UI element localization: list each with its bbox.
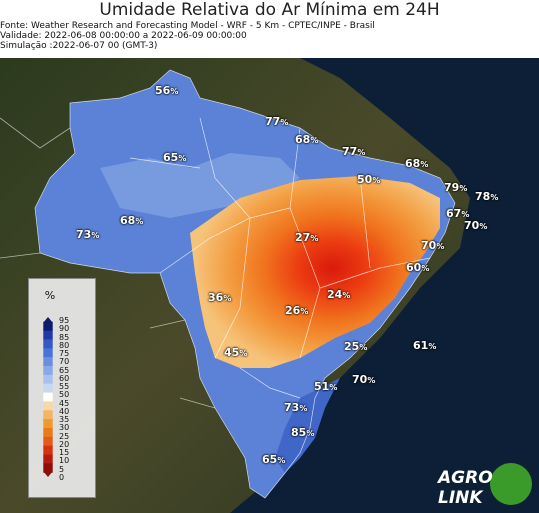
legend-tick-label: 15	[59, 448, 70, 458]
value-label: 27%	[295, 231, 319, 244]
value-label: 68%	[120, 214, 144, 227]
validity-line: Validade: 2022-06-08 00:00:00 a 2022-06-…	[0, 31, 247, 41]
value-label: 50%	[357, 173, 381, 186]
legend-arrow-bottom	[43, 471, 53, 477]
legend-tick-label: 95	[59, 316, 70, 325]
agrolink-logo: AGRO LINK	[438, 463, 539, 508]
legend-color-step	[43, 348, 53, 358]
legend-color-step	[43, 410, 53, 420]
legend-color-step	[43, 339, 53, 349]
legend-tick-label: 90	[59, 324, 70, 334]
legend-tick-label: 10	[59, 456, 70, 466]
legend-color-step	[43, 445, 53, 456]
value-label: 65%	[262, 453, 286, 466]
dry-heat-region	[190, 176, 440, 368]
map-canvas	[0, 58, 539, 513]
value-label: 25%	[344, 340, 368, 353]
southeast-humid	[275, 378, 340, 473]
legend-color-step	[43, 392, 53, 402]
value-label: 77%	[265, 115, 289, 128]
legend-tick-label: 40	[59, 406, 70, 416]
map-title: Umidade Relativa do Ar Mínima em 24H	[99, 0, 440, 20]
simulation-line: Simulação :2022-06-07 00 (GMT-3)	[0, 41, 158, 51]
value-label: 79%	[444, 181, 468, 194]
country-borders	[0, 117, 216, 409]
legend-tick-label: 25	[59, 431, 70, 441]
legend-color-step	[43, 357, 53, 367]
value-label: 60%	[406, 261, 430, 274]
colorbar-legend: % 95 90 85 80 75 70 65 60 55 50 45 40 35 30 25 20 15 10 5 0	[28, 278, 96, 498]
legend-color-step	[43, 383, 53, 394]
value-label: 70%	[352, 373, 376, 386]
legend-color-step	[43, 454, 53, 464]
value-label: 77%	[342, 145, 366, 158]
legend-tick-label: 55	[59, 382, 70, 392]
value-label: 73%	[76, 228, 100, 241]
legend-tick-label: 20	[59, 439, 70, 449]
value-label: 67%	[446, 207, 470, 220]
legend-tick-label: 0	[59, 472, 65, 482]
map-area: 56% 77% 68% 77% 65% 68% 50% 79% 78% 67% …	[0, 58, 539, 513]
value-label: 56%	[155, 84, 179, 97]
legend-tick-label: 50	[59, 390, 70, 400]
legend-tick-label: 70	[59, 357, 70, 367]
legend-color-step	[43, 436, 53, 447]
logo-circle	[490, 463, 532, 505]
legend-tick-label: 45	[59, 398, 70, 408]
value-label: 24%	[327, 288, 351, 301]
legend-tick-label: 30	[59, 423, 70, 433]
value-label: 85%	[291, 426, 315, 439]
legend-color-step	[43, 330, 53, 340]
value-label: 73%	[284, 401, 308, 414]
legend-tick-label: 80	[59, 340, 70, 350]
value-label: 65%	[163, 151, 187, 164]
legend-color-step	[43, 321, 53, 332]
value-label: 68%	[295, 133, 319, 146]
legend-tick-label: 35	[59, 415, 70, 425]
legend-color-step	[43, 428, 53, 438]
value-label: 70%	[464, 219, 488, 232]
legend-color-step	[43, 365, 53, 376]
legend-tick-label: 60	[59, 373, 70, 383]
value-label: 68%	[405, 157, 429, 170]
value-label: 36%	[208, 291, 232, 304]
legend-color-step	[43, 419, 53, 429]
value-label: 78%	[475, 190, 499, 203]
source-line: Fonte: Weather Research and Forecasting …	[0, 21, 375, 31]
value-label: 61%	[413, 339, 437, 352]
value-label: 70%	[421, 239, 445, 252]
legend-tick-label: 85	[59, 332, 70, 342]
legend-color-step	[43, 463, 53, 473]
state-borders	[34, 69, 456, 499]
value-label: 45%	[224, 346, 248, 359]
logo-text: AGRO LINK	[438, 468, 493, 508]
value-label: 51%	[314, 380, 338, 393]
value-label: 26%	[285, 304, 309, 317]
legend-color-step	[43, 374, 53, 385]
legend-title: %	[44, 289, 56, 302]
legend-arrow-top	[43, 317, 53, 323]
legend-tick-label: 65	[59, 365, 70, 375]
legend-tick-label: 5	[59, 464, 65, 474]
legend-tick-label: 75	[59, 349, 70, 358]
legend-color-step	[43, 401, 53, 411]
legend-colorbar	[43, 317, 53, 477]
